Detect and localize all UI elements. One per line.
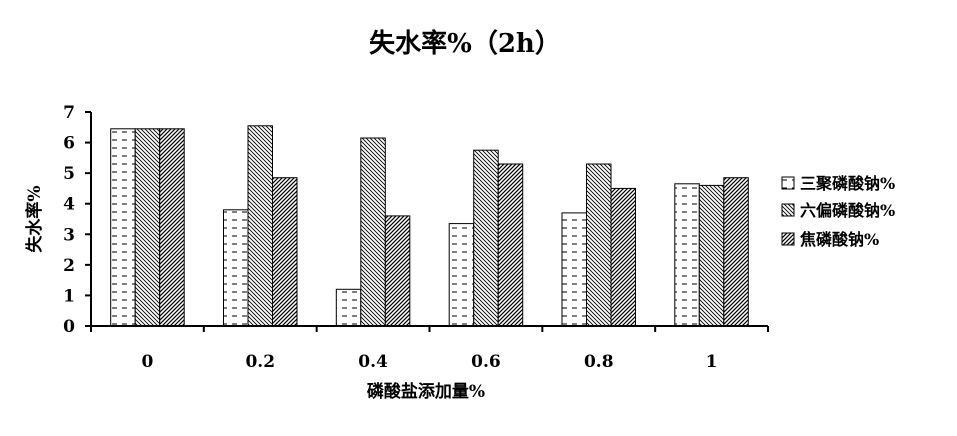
- bar-2-0.4: [360, 137, 386, 327]
- y-tick-label: 0: [63, 317, 75, 337]
- bar-2-0.8: [586, 163, 612, 327]
- y-tick-label: 7: [63, 103, 75, 123]
- legend: 三聚磷酸钠% 六偏磷酸钠% 焦磷酸钠%: [781, 174, 895, 249]
- y-tick-label: 2: [63, 256, 75, 276]
- bar-3-0.6: [497, 163, 524, 327]
- bar-1-1: [674, 183, 700, 327]
- x-tick-label: 1: [706, 352, 718, 372]
- bar-2-0.2: [247, 125, 273, 327]
- legend-swatch-2: [781, 203, 795, 217]
- legend-label-1: 三聚磷酸钠%: [800, 174, 895, 193]
- y-tick-label: 5: [63, 164, 75, 184]
- bar-1-0.2: [223, 209, 249, 327]
- bar-1-0: [110, 128, 136, 327]
- bar-3-1: [723, 177, 749, 327]
- y-ticks: 0 1 2 3 4 5 6 7: [63, 103, 91, 337]
- x-tick-label: 0: [141, 352, 153, 372]
- bar-3-0: [159, 128, 185, 327]
- x-tick-label: 0.4: [358, 352, 388, 372]
- bar-2-0.6: [473, 149, 499, 327]
- bar-1-0.4: [335, 288, 362, 327]
- x-axis-label: 磷酸盐添加量%: [367, 381, 485, 402]
- y-tick-label: 1: [63, 286, 75, 306]
- y-tick-label: 3: [63, 225, 75, 245]
- bar-3-0.8: [610, 187, 636, 327]
- legend-swatch-1: [781, 176, 795, 190]
- y-tick-label: 4: [63, 195, 75, 215]
- bar-3-0.4: [384, 215, 411, 327]
- legend-label-3: 焦磷酸钠%: [799, 230, 879, 249]
- bar-3-0.2: [272, 177, 298, 327]
- x-tick-label: 0.6: [471, 352, 501, 372]
- bar-1-0.8: [561, 212, 587, 327]
- bar-1-0.6: [448, 223, 475, 327]
- y-axis-label: 失水率%: [24, 185, 45, 252]
- x-tick-label: 0.8: [584, 352, 614, 372]
- bar-2-0: [134, 128, 161, 327]
- chart-title: 失水率%（2h）: [369, 28, 561, 59]
- bars-layer: [110, 125, 749, 327]
- x-tick-label: 0.2: [245, 352, 275, 372]
- legend-label-2: 六偏磷酸钠%: [800, 201, 895, 220]
- y-tick-label: 6: [63, 134, 75, 154]
- bar-2-1: [698, 184, 725, 327]
- legend-swatch-3: [781, 232, 795, 246]
- x-ticks: 0 0.2 0.4 0.6 0.8 1: [90, 326, 769, 372]
